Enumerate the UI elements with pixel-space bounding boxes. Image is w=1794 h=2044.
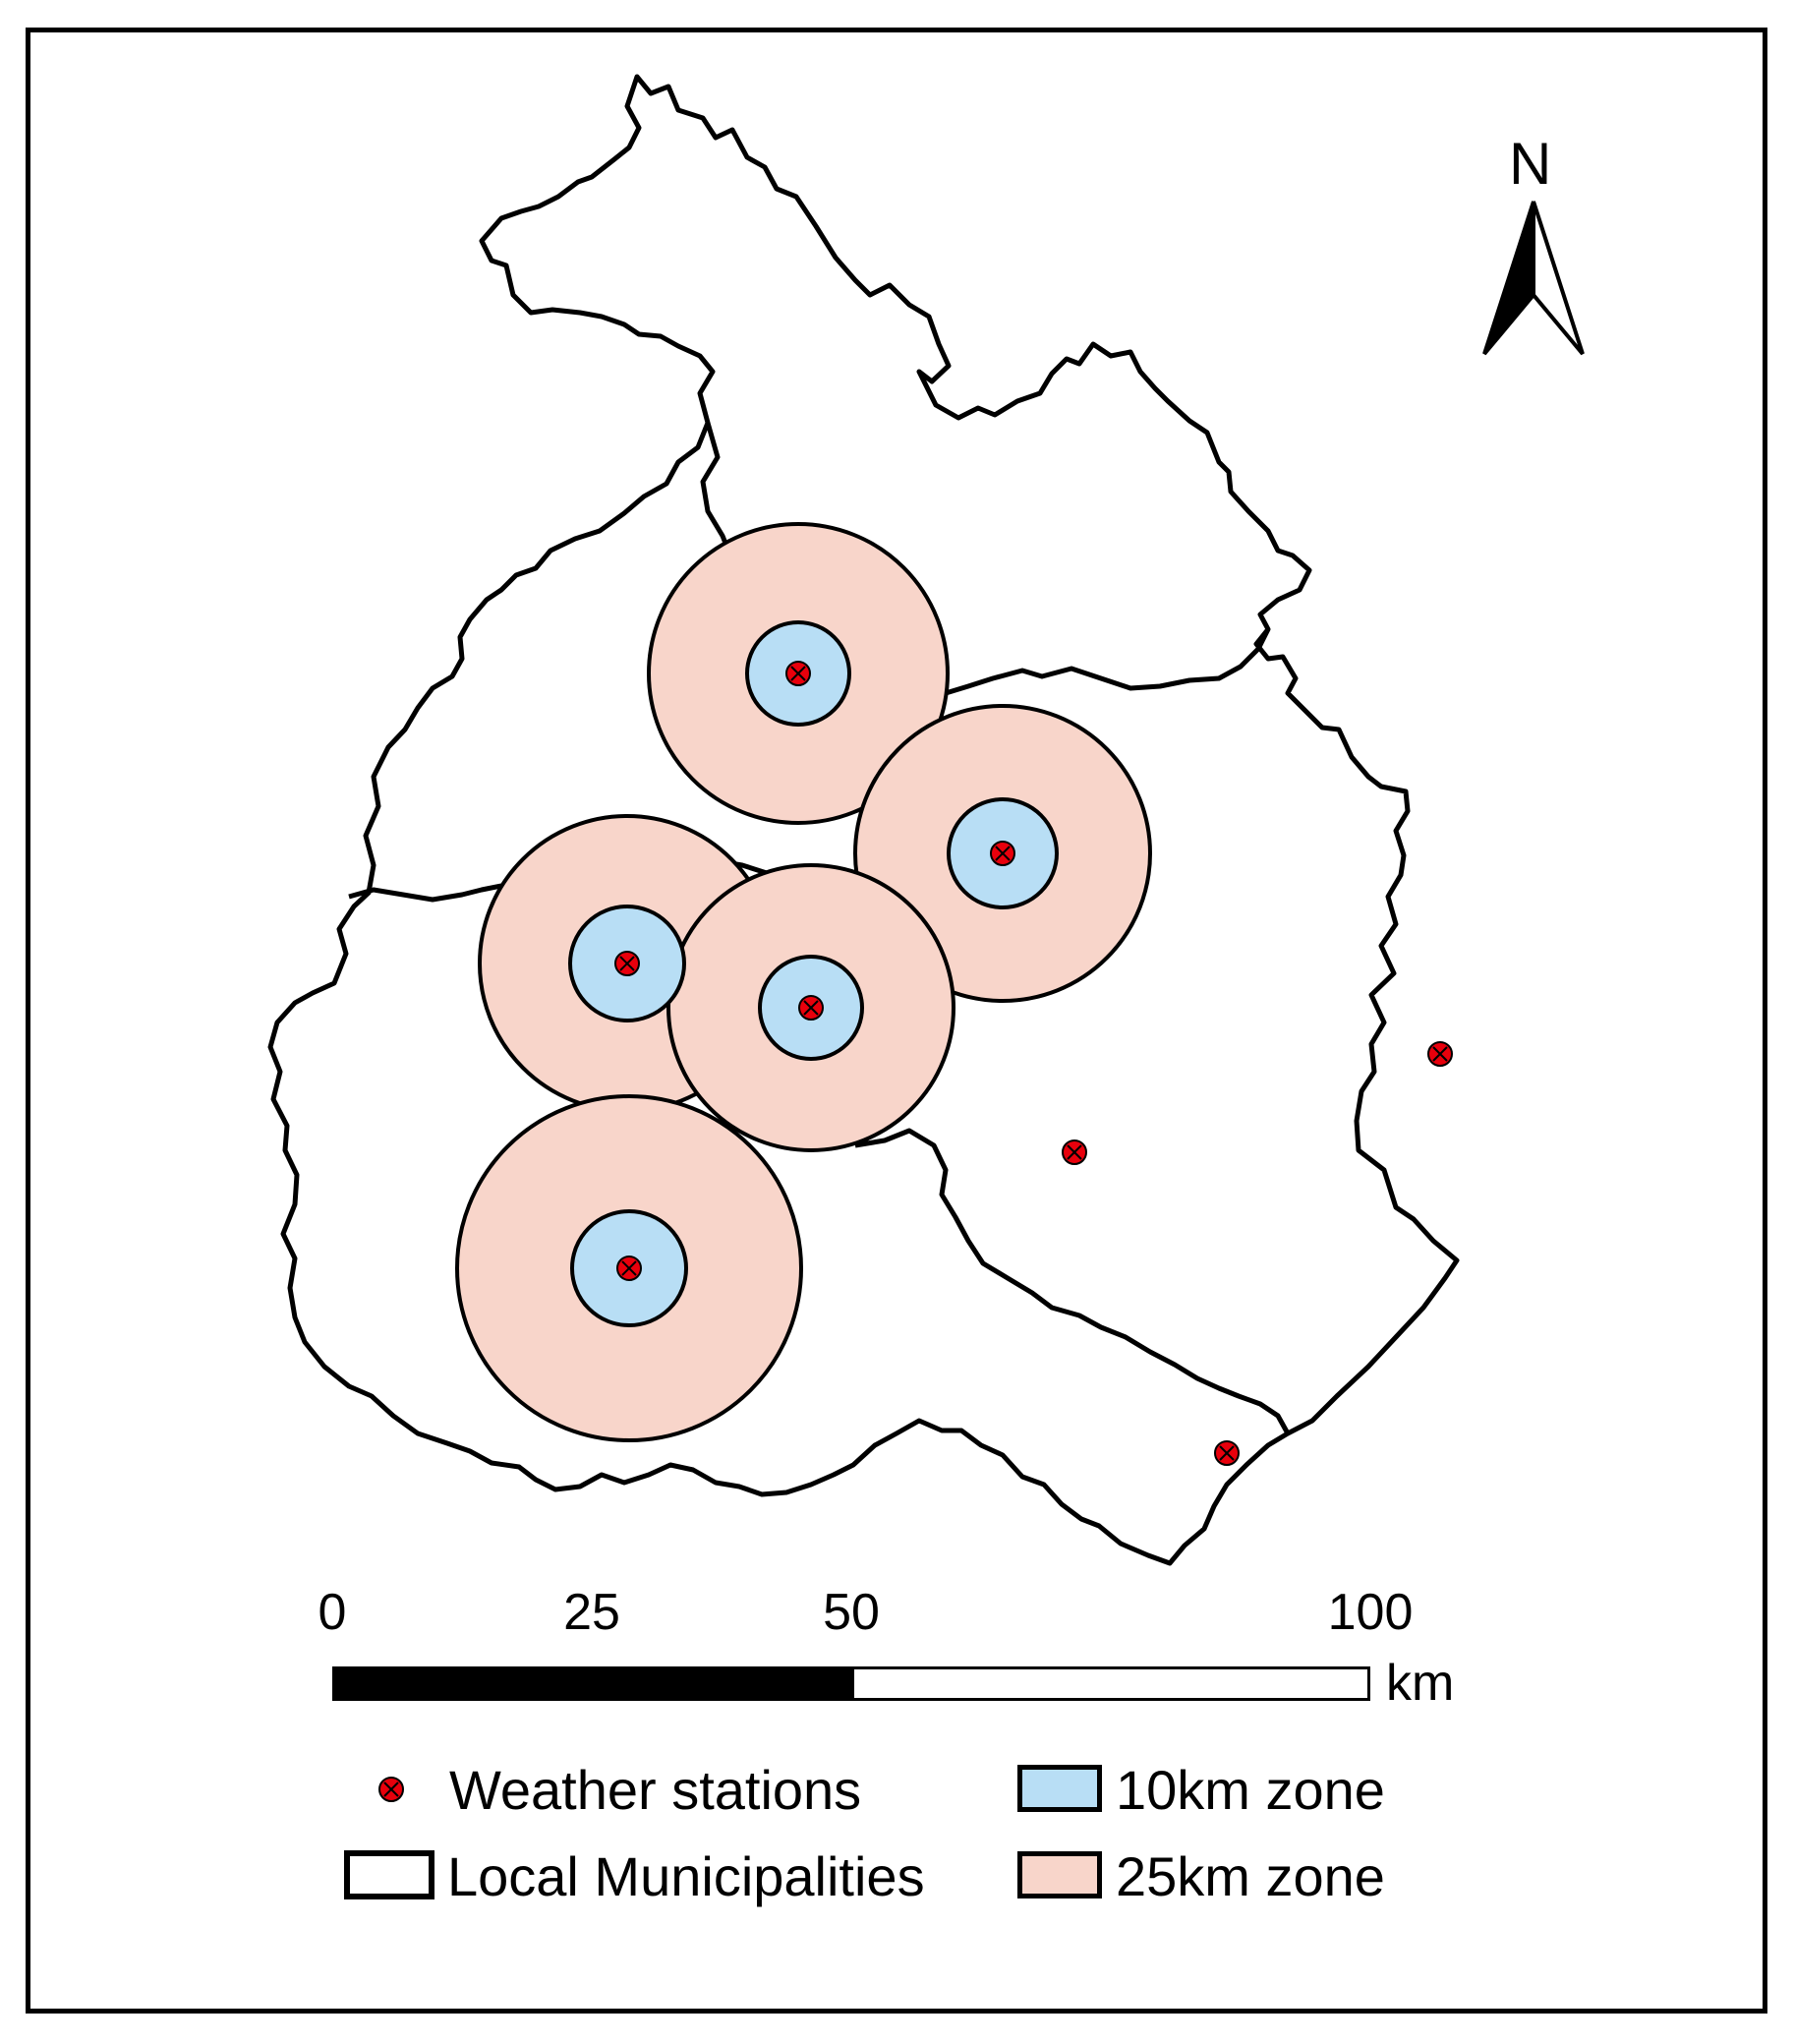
weather-station-cross — [995, 846, 1011, 861]
legend-label-stations: Weather stations — [449, 1759, 862, 1821]
weather-station-cross — [1067, 1144, 1082, 1160]
legend-station-icon — [378, 1777, 404, 1802]
municipality-boundary — [854, 1128, 1291, 1435]
district-outline — [267, 74, 1460, 1566]
legend-label-zone25: 25km zone — [1116, 1845, 1385, 1907]
legend-zone25-swatch — [1017, 1851, 1102, 1898]
weather-station-cross — [621, 1260, 637, 1276]
weather-station-cross — [790, 666, 806, 681]
legend-zone10-swatch — [1017, 1765, 1102, 1812]
weather-station-cross — [619, 956, 635, 971]
north-arrow-label: N — [1509, 131, 1552, 197]
scale-tick-100: 100 — [1327, 1584, 1414, 1641]
scale-unit: km — [1386, 1655, 1455, 1712]
scale-bar-filled — [332, 1666, 851, 1701]
weather-station-cross — [803, 1000, 819, 1016]
legend-label-municipalities: Local Municipalities — [447, 1845, 925, 1907]
scale-bar-empty — [851, 1666, 1370, 1701]
legend-municipalities-swatch — [344, 1850, 434, 1899]
legend-label-zone10: 10km zone — [1116, 1759, 1385, 1821]
scale-tick-0: 0 — [318, 1584, 347, 1641]
weather-station-cross — [1219, 1445, 1235, 1461]
scale-tick-50: 50 — [823, 1584, 880, 1641]
north-arrow-icon — [1482, 201, 1585, 356]
scale-tick-25: 25 — [563, 1584, 620, 1641]
weather-station-cross — [1432, 1046, 1448, 1062]
